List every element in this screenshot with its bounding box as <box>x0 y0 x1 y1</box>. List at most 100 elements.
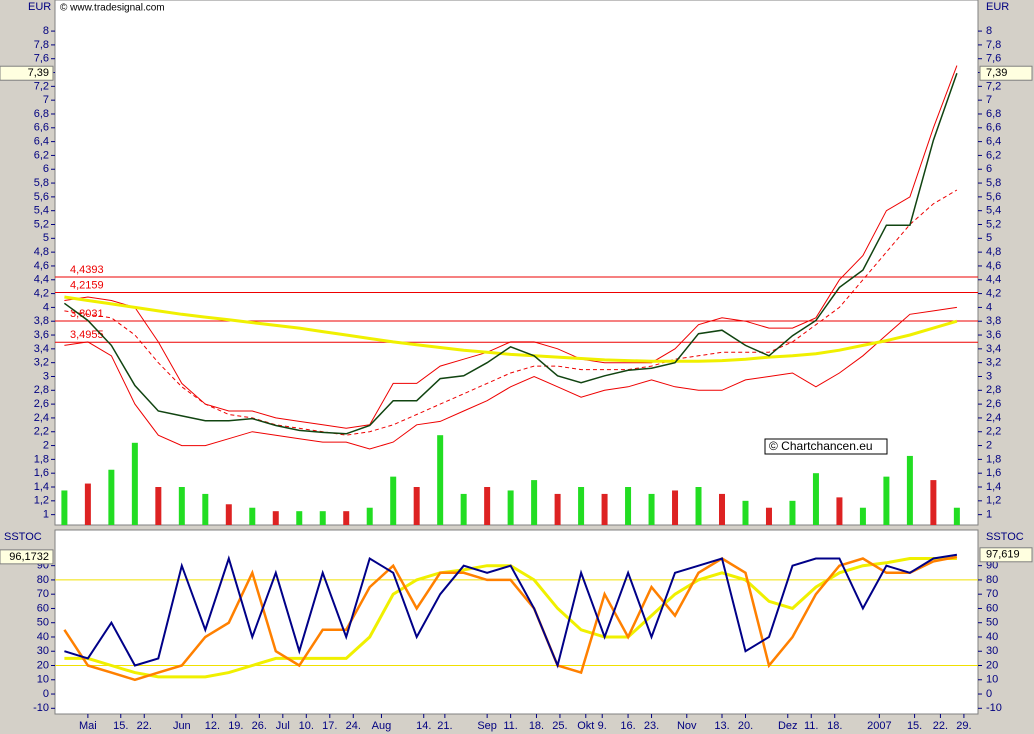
y-tick-label: 6 <box>986 163 992 175</box>
y-tick-label: 4,6 <box>34 260 49 272</box>
last-value-label: 97,619 <box>986 549 1020 561</box>
volume-bar <box>625 487 632 525</box>
y-tick-label: 60 <box>986 602 998 614</box>
volume-bar <box>249 507 256 525</box>
x-tick-label: 23. <box>644 720 659 732</box>
y-tick-label: 4,8 <box>986 246 1001 258</box>
x-tick-label: 26. <box>252 720 267 732</box>
volume-bar <box>601 493 608 525</box>
x-tick-label: 18. <box>529 720 544 732</box>
volume-bar <box>859 507 866 525</box>
volume-bar <box>742 500 749 525</box>
y-tick-label: 4 <box>986 301 992 313</box>
y-tick-label: 2,4 <box>986 412 1001 424</box>
volume-bar <box>84 483 91 525</box>
y-tick-label: 2,8 <box>34 384 49 396</box>
volume-bar <box>437 435 444 525</box>
y-tick-label: 5,6 <box>986 191 1001 203</box>
x-tick-label: Jun <box>173 720 191 732</box>
axis-label: SSTOC <box>986 531 1024 543</box>
volume-bar <box>272 511 279 525</box>
y-tick-label: 70 <box>986 588 998 600</box>
y-tick-label: 2,6 <box>34 398 49 410</box>
x-tick-label: 15. <box>907 720 922 732</box>
last-value-box <box>0 549 54 565</box>
y-tick-label: 30 <box>37 645 49 657</box>
level-label: 3,4955 <box>70 329 104 341</box>
volume-bar <box>413 487 420 525</box>
volume-bar <box>296 511 303 525</box>
volume-bar <box>812 473 819 525</box>
series-line <box>64 306 957 450</box>
volume-bar <box>202 493 209 525</box>
x-tick-label: Okt <box>577 720 594 732</box>
volume-bar <box>131 442 138 525</box>
y-tick-label: 7,2 <box>34 80 49 92</box>
y-tick-label: 3,6 <box>986 329 1001 341</box>
level-label: 4,4393 <box>70 264 104 276</box>
y-tick-label: 1,4 <box>34 481 49 493</box>
x-tick-label: 24. <box>346 720 361 732</box>
x-tick-label: 12. <box>205 720 220 732</box>
y-tick-label: 7,6 <box>34 53 49 65</box>
volume-bar <box>836 497 843 525</box>
x-tick-label: Aug <box>372 720 392 732</box>
y-tick-label: 1 <box>43 509 49 521</box>
y-tick-label: 3,4 <box>34 343 49 355</box>
series-line <box>64 189 958 436</box>
y-tick-label: 1,8 <box>986 453 1001 465</box>
volume-bar <box>531 480 538 525</box>
annotation-box <box>764 438 888 455</box>
volume-bar <box>789 500 796 525</box>
x-tick-label: 20. <box>738 720 753 732</box>
x-tick-label: Jul <box>276 720 290 732</box>
y-tick-label: 3,4 <box>986 343 1001 355</box>
y-tick-label: 1,8 <box>34 453 49 465</box>
last-value-box <box>0 65 54 81</box>
y-tick-label: 10 <box>37 674 49 686</box>
y-tick-label: 20 <box>986 659 998 671</box>
volume-bar <box>319 511 326 525</box>
y-tick-label: 8 <box>43 25 49 37</box>
y-tick-label: 6,2 <box>34 149 49 161</box>
y-tick-label: 4,4 <box>986 274 1001 286</box>
x-tick-label: 13. <box>714 720 729 732</box>
level-label: 4,2159 <box>70 279 104 291</box>
y-tick-label: 40 <box>37 631 49 643</box>
y-tick-label: 6,8 <box>986 108 1001 120</box>
y-tick-label: 2,2 <box>986 426 1001 438</box>
y-tick-label: 7 <box>986 94 992 106</box>
y-tick-label: 7 <box>43 94 49 106</box>
last-value-label: 96,1732 <box>9 551 49 563</box>
volume-bar <box>930 480 937 525</box>
y-tick-label: 3,2 <box>34 357 49 369</box>
y-tick-label: 3,6 <box>34 329 49 341</box>
last-value-box <box>979 65 1033 81</box>
volume-bar <box>61 490 68 525</box>
x-tick-label: 11. <box>804 720 818 732</box>
volume-bar <box>906 455 913 525</box>
y-tick-label: 2 <box>986 439 992 451</box>
y-tick-label: 4,2 <box>986 287 1001 299</box>
x-tick-label: 2007 <box>867 720 891 732</box>
volume-bar <box>578 487 585 525</box>
y-tick-label: 40 <box>986 631 998 643</box>
y-tick-label: 4,4 <box>34 274 49 286</box>
y-tick-label: 3,8 <box>986 315 1001 327</box>
y-tick-label: 2,2 <box>34 426 49 438</box>
y-tick-label: -10 <box>33 702 49 714</box>
y-tick-label: 90 <box>986 560 998 572</box>
y-tick-label: 4,8 <box>34 246 49 258</box>
y-tick-label: 4,6 <box>986 260 1001 272</box>
y-tick-label: 1,6 <box>986 467 1001 479</box>
x-tick-label: 25. <box>552 720 567 732</box>
volume-bar <box>366 507 373 525</box>
x-tick-label: Mai <box>79 720 97 732</box>
volume-bar <box>719 493 726 525</box>
volume-bar <box>343 511 350 525</box>
y-tick-label: 4,2 <box>34 287 49 299</box>
volume-bar <box>178 487 185 525</box>
y-tick-label: 5 <box>986 232 992 244</box>
volume-bar <box>695 487 702 525</box>
